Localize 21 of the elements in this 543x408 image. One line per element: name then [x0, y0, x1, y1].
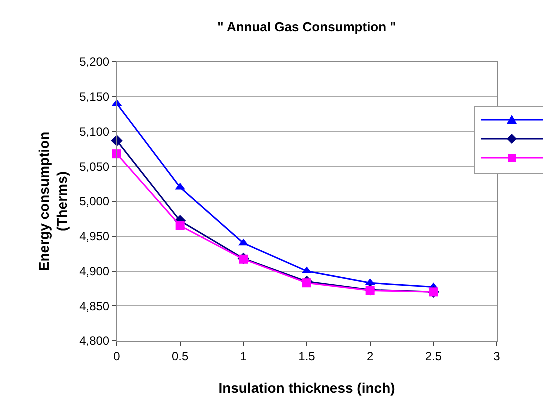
- x-axis-title: Insulation thickness (inch): [218, 380, 396, 396]
- y-tick-label: 5,100: [80, 124, 110, 139]
- x-tick-label: 3: [494, 349, 501, 364]
- y-tick-label: 5,150: [80, 90, 110, 104]
- y-tick-label: 4,850: [80, 299, 110, 314]
- y-tick-label: 5,200: [80, 55, 110, 70]
- y-axis-title: Energy consumption (Therms): [36, 132, 70, 272]
- y-tick-label: 5,000: [80, 194, 110, 209]
- x-tick-label: 2: [366, 349, 374, 364]
- y-tick-label: 4,900: [80, 264, 110, 278]
- point: [176, 221, 185, 230]
- x-tick-label: 1.5: [298, 349, 316, 364]
- x-tick-label: 1: [240, 349, 248, 364]
- chart-title: " Annual Gas Consumption ": [218, 20, 396, 35]
- x-tick-label: 2.5: [425, 349, 442, 364]
- y-tick-label: 4,800: [80, 334, 110, 348]
- point: [302, 278, 312, 288]
- x-tick-label: 0.5: [172, 349, 189, 364]
- x-tick-label: 0: [114, 349, 121, 364]
- y-tick-label: 5,050: [80, 160, 110, 174]
- y-tick-label: 4,950: [80, 230, 110, 244]
